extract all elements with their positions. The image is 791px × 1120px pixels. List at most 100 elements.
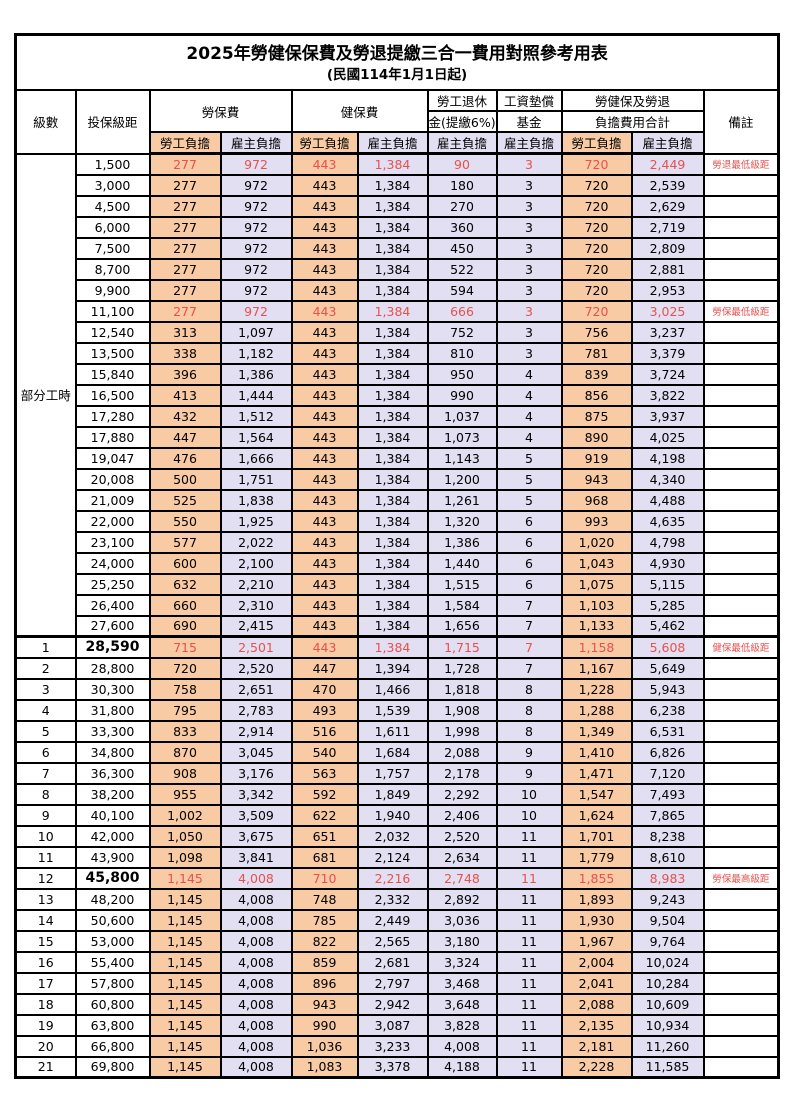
remark-cell: [702, 614, 780, 638]
labor-employee-fee-cell: 1,145: [148, 950, 222, 974]
pension-employer-fee-cell: 2,748: [426, 866, 498, 890]
header-labor-insurance: 勞保費: [148, 89, 293, 133]
level-cell: 17: [14, 971, 77, 995]
table-row: 22,000 550 1,925 443 1,384 1,320 6 993 4,635: [16, 509, 780, 533]
total-employee-fee-cell: 720: [560, 236, 633, 260]
pension-employer-fee-cell: 2,520: [426, 824, 498, 848]
wage-fund-employer-fee-cell: 7: [495, 635, 563, 659]
total-employee-fee-cell: 1,020: [560, 530, 633, 554]
total-employee-fee-cell: 1,043: [560, 551, 633, 575]
total-employer-fee-cell: 7,120: [630, 761, 705, 785]
remark-cell: [702, 509, 780, 533]
pension-employer-fee-cell: 450: [426, 236, 498, 260]
labor-employer-fee-cell: 1,925: [219, 509, 293, 533]
salary-bracket-cell: 55,400: [74, 950, 151, 974]
total-employer-fee-cell: 5,462: [630, 614, 705, 638]
pension-employer-fee-cell: 1,728: [426, 656, 498, 680]
labor-employee-fee-cell: 396: [148, 362, 222, 386]
table-row: 4 31,800 795 2,783 493 1,539 1,908 8 1,288 6,238: [14, 698, 780, 722]
pension-employer-fee-cell: 1,386: [426, 530, 498, 554]
remark-cell: [702, 446, 780, 470]
table-row: 2 28,800 720 2,520 447 1,394 1,728 7 1,167 5,649: [14, 656, 780, 680]
health-employer-fee-cell: 3,378: [356, 1055, 429, 1079]
health-employee-fee-cell: 1,036: [290, 1034, 359, 1058]
health-employee-fee-cell: 681: [290, 845, 359, 869]
pension-employer-fee-cell: 1,037: [426, 404, 498, 428]
labor-employee-fee-cell: 795: [148, 698, 222, 722]
labor-employee-fee-cell: 1,145: [148, 1055, 222, 1079]
remark-cell: [702, 215, 780, 239]
pension-employer-fee-cell: 3,648: [426, 992, 498, 1016]
labor-employer-fee-cell: 3,841: [219, 845, 293, 869]
total-employer-fee-cell: 5,285: [630, 593, 705, 617]
total-employer-fee-cell: 4,340: [630, 467, 705, 491]
salary-bracket-cell: 24,000: [74, 551, 151, 575]
health-employee-fee-cell: 443: [290, 215, 359, 239]
total-employer-fee-cell: 4,930: [630, 551, 705, 575]
wage-fund-employer-fee-cell: 3: [495, 299, 563, 323]
level-cell: 11: [14, 845, 77, 869]
health-employee-fee-cell: 443: [290, 509, 359, 533]
health-employee-fee-cell: 470: [290, 677, 359, 701]
remark-cell: [702, 572, 780, 596]
health-employee-fee-cell: 443: [290, 194, 359, 218]
level-cell: 6: [14, 740, 77, 764]
total-employer-fee-cell: 9,764: [630, 929, 705, 953]
health-employer-fee-cell: 1,384: [356, 530, 429, 554]
health-employer-fee-cell: 1,384: [356, 572, 429, 596]
level-cell: 7: [14, 761, 77, 785]
pension-employer-fee-cell: 2,088: [426, 740, 498, 764]
subheader-pension-employer: 雇主負擔: [426, 131, 498, 155]
labor-employer-fee-cell: 972: [219, 215, 293, 239]
total-employee-fee-cell: 856: [560, 383, 633, 407]
table-row: 1 28,590 715 2,501 443 1,384 1,715 7 1,158 5,608 健…: [14, 635, 780, 659]
labor-employee-fee-cell: 632: [148, 572, 222, 596]
table-row: 12 45,800 1,145 4,008 710 2,216 2,748 11 1,855 8,…: [14, 866, 780, 890]
salary-bracket-cell: 34,800: [74, 740, 151, 764]
total-employer-fee-cell: 8,610: [630, 845, 705, 869]
table-row: 20,008 500 1,751 443 1,384 1,200 5 943 4,340: [16, 467, 780, 491]
pension-employer-fee-cell: 1,908: [426, 698, 498, 722]
health-employee-fee-cell: 443: [290, 635, 359, 659]
total-employee-fee-cell: 2,041: [560, 971, 633, 995]
labor-employer-fee-cell: 1,564: [219, 425, 293, 449]
total-employer-fee-cell: 5,115: [630, 572, 705, 596]
level-cell: 14: [14, 908, 77, 932]
labor-employee-fee-cell: 277: [148, 152, 222, 176]
wage-fund-employer-fee-cell: 11: [495, 824, 563, 848]
remark-cell: [702, 803, 780, 827]
labor-employer-fee-cell: 972: [219, 194, 293, 218]
wage-fund-employer-fee-cell: 11: [495, 929, 563, 953]
table-row: 8,700 277 972 443 1,384 522 3 720 2,881: [16, 257, 780, 281]
remark-cell: [702, 761, 780, 785]
labor-employee-fee-cell: 277: [148, 278, 222, 302]
wage-fund-employer-fee-cell: 3: [495, 236, 563, 260]
total-employee-fee-cell: 2,088: [560, 992, 633, 1016]
labor-employer-fee-cell: 972: [219, 236, 293, 260]
title-row: 2025年勞健保保費及勞退提繳三合一費用對照參考用表 (民國114年1月1日起): [14, 33, 780, 91]
remark-cell: [702, 488, 780, 512]
salary-bracket-cell: 48,200: [74, 887, 151, 911]
table-row: 9 40,100 1,002 3,509 622 1,940 2,406 10 1,624 7,8…: [14, 803, 780, 827]
salary-bracket-cell: 7,500: [74, 236, 151, 260]
salary-bracket-cell: 63,800: [74, 1013, 151, 1037]
health-employee-fee-cell: 748: [290, 887, 359, 911]
level-cell: 16: [14, 950, 77, 974]
total-employee-fee-cell: 1,624: [560, 803, 633, 827]
pension-employer-fee-cell: 1,143: [426, 446, 498, 470]
health-employer-fee-cell: 1,384: [356, 194, 429, 218]
health-employer-fee-cell: 1,384: [356, 467, 429, 491]
health-employee-fee-cell: 943: [290, 992, 359, 1016]
labor-employee-fee-cell: 1,145: [148, 908, 222, 932]
labor-employer-fee-cell: 4,008: [219, 1055, 293, 1079]
table-row: 24,000 600 2,100 443 1,384 1,440 6 1,043 4,930: [16, 551, 780, 575]
health-employee-fee-cell: 443: [290, 236, 359, 260]
level-cell: 2: [14, 656, 77, 680]
salary-bracket-cell: 13,500: [74, 341, 151, 365]
health-employer-fee-cell: 3,087: [356, 1013, 429, 1037]
table-row: 19,047 476 1,666 443 1,384 1,143 5 919 4,198: [16, 446, 780, 470]
pension-employer-fee-cell: 594: [426, 278, 498, 302]
labor-employer-fee-cell: 1,512: [219, 404, 293, 428]
wage-fund-employer-fee-cell: 8: [495, 677, 563, 701]
labor-employee-fee-cell: 600: [148, 551, 222, 575]
